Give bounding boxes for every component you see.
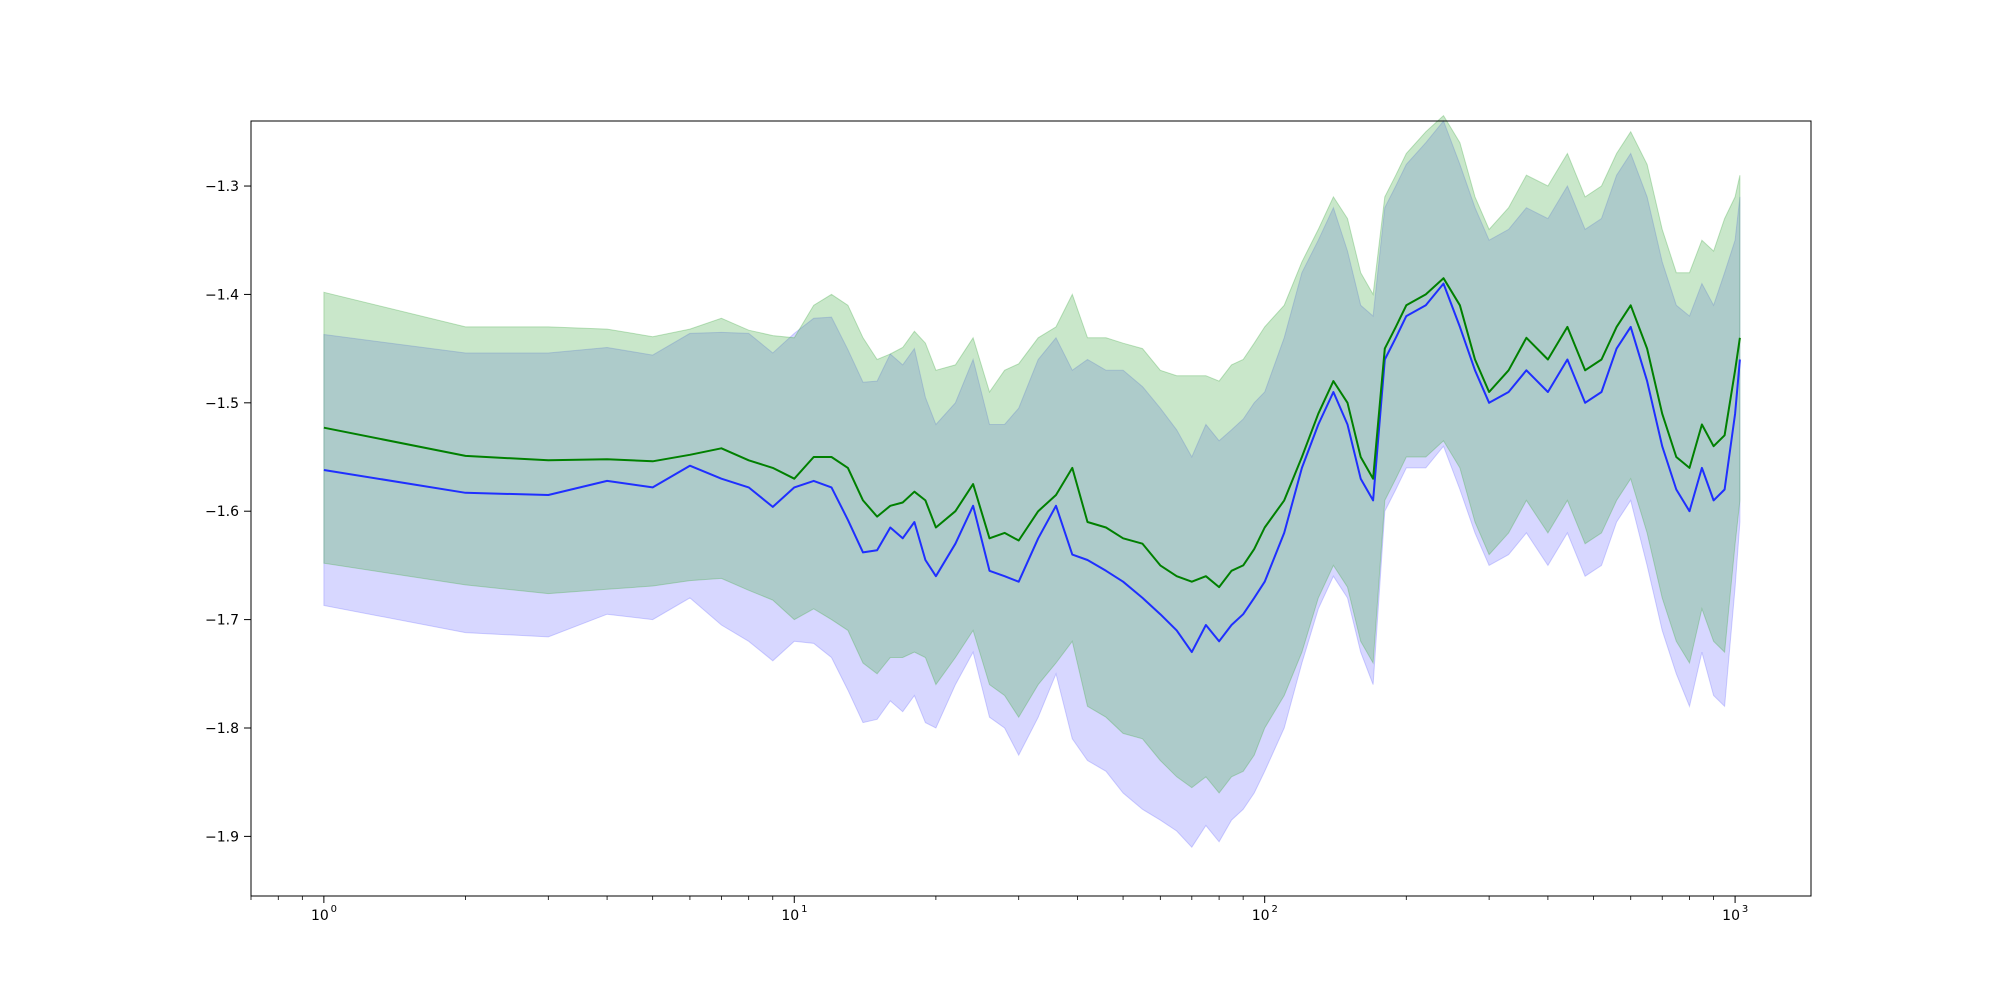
confidence-band-series-1 (323, 120, 1741, 849)
x-tick-label-exponent: 3 (1742, 904, 1748, 915)
y-axis: −1.3 −1.4 −1.5 −1.6 −1.7 −1.8 −1.9 (205, 179, 251, 845)
y-tick-label: −1.8 (205, 721, 239, 737)
series-line-2 (323, 277, 1741, 589)
y-tick-label: −1.7 (205, 613, 239, 629)
confidence-band-series-2 (323, 114, 1741, 794)
y-tick-label: −1.3 (205, 179, 239, 195)
x-tick-label: 10 (781, 908, 799, 924)
axes-frame (250, 120, 1812, 897)
x-tick-label-exponent: 2 (1271, 904, 1277, 915)
y-tick-label: −1.6 (205, 504, 239, 520)
x-tick-label: 10 (1252, 908, 1270, 924)
x-tick-label-exponent: 0 (331, 904, 337, 915)
plot-area (323, 114, 1741, 849)
series-line-1 (323, 282, 1741, 654)
x-tick-label: 10 (1722, 908, 1740, 924)
x-tick-label: 10 (311, 908, 329, 924)
y-tick-label: −1.9 (205, 829, 239, 845)
x-tick-label-exponent: 1 (801, 904, 807, 915)
y-tick-label: −1.4 (205, 287, 239, 303)
x-axis: 10 0 10 1 10 2 10 3 (250, 896, 1748, 924)
y-tick-label: −1.5 (205, 396, 239, 412)
